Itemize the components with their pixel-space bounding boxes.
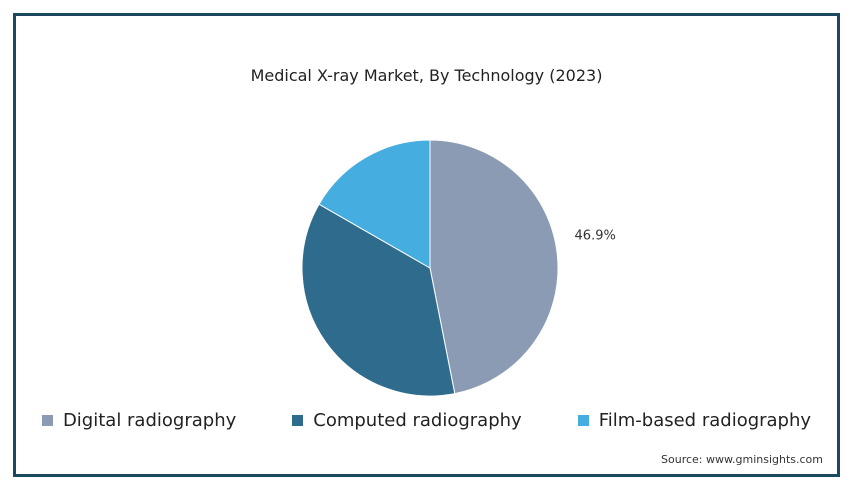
legend-item-computed-radiography: Computed radiography xyxy=(292,410,522,431)
legend-label-digital-radiography: Digital radiography xyxy=(62,410,237,431)
legend: Digital radiography Computed radiography… xyxy=(16,410,837,431)
legend-item-digital-radiography: Digital radiography xyxy=(41,410,237,431)
legend-label-film-based-radiography: Film-based radiography xyxy=(598,410,812,431)
legend-item-film-based-radiography: Film-based radiography xyxy=(577,410,812,431)
data-label-digital-radiography: 46.9% xyxy=(575,228,616,243)
legend-label-computed-radiography: Computed radiography xyxy=(313,410,522,431)
chart-title: Medical X-ray Market, By Technology (202… xyxy=(250,66,603,85)
legend-swatch-digital-radiography xyxy=(41,415,53,426)
pie-slice-digital-radiography xyxy=(429,139,559,395)
chart-frame: Medical X-ray Market, By Technology (202… xyxy=(13,13,840,477)
pie-slice-film-based-radiography xyxy=(318,139,431,269)
pie-chart: 46.9% xyxy=(301,139,616,397)
source-note: Source: www.gminsights.com xyxy=(661,453,823,466)
pie-slice-computed-radiography xyxy=(301,203,456,397)
legend-swatch-film-based-radiography xyxy=(577,415,589,426)
legend-swatch-computed-radiography xyxy=(292,415,304,426)
